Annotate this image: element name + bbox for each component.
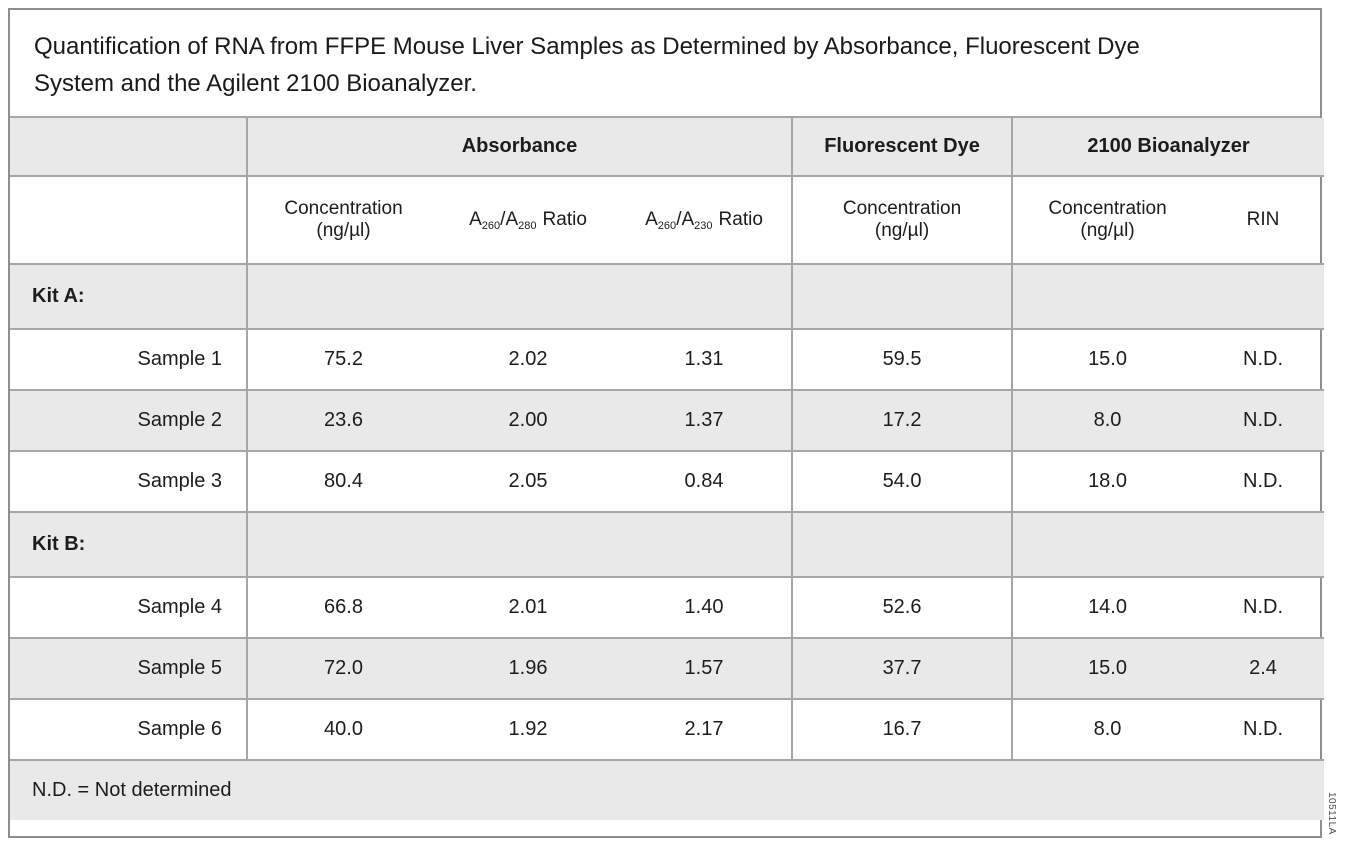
slash: / [676,209,682,230]
a-symbol: A [505,209,519,230]
column-header-a260-a230-ratio: A260/A230 Ratio [617,176,794,264]
bio-concentration-value: 8.0 [1093,718,1122,740]
bio-concentration-value: 15.0 [1088,348,1127,370]
rin-value: N.D. [1243,470,1284,492]
group-header-bioanalyzer: 2100 Bioanalyzer [1087,135,1250,157]
section-spacer [792,264,1014,329]
subscript-280: 280 [518,220,537,233]
table-row-sample-6: Sample 6 40.0 1.92 2.17 16.7 8.0 N.D. [10,699,1325,760]
row-label: Sample 5 [10,638,248,699]
a260-a280-value: 2.02 [508,348,548,370]
column-header-bio-concentration: Concentration (ng/µl) [1012,176,1202,264]
rin-value: N.D. [1243,348,1284,370]
column-header-abs-concentration: Concentration (ng/µl) [247,176,439,264]
abs-concentration-value: 72.0 [324,657,363,679]
dye-concentration-value: 54.0 [792,451,1014,512]
section-spacer [1012,264,1324,329]
a-symbol: A [681,209,695,230]
concentration-unit: (ng/µl) [874,220,930,241]
bio-concentration-value: 14.0 [1088,596,1127,618]
section-spacer [247,264,794,329]
table-title-line2: System and the Agilent 2100 Bioanalyzer. [34,70,477,97]
dye-concentration-value: 17.2 [792,390,1014,451]
table-row-sample-1: Sample 1 75.2 2.02 1.31 59.5 15.0 N.D. [10,329,1325,390]
section-row-kit-a: Kit A: [10,264,1325,329]
a260-a280-value: 1.92 [508,718,548,740]
abs-concentration-value: 40.0 [324,718,363,740]
ratio-word: Ratio [542,209,587,230]
abs-concentration-value: 80.4 [324,470,363,492]
rna-quantification-table: Absorbance Fluorescent Dye 2100 Bioanaly… [10,118,1325,820]
concentration-label: Concentration [842,198,962,219]
a260-a280-value: 2.01 [508,596,548,618]
subscript-230: 230 [694,220,713,233]
footnote-text: N.D. = Not determined [32,779,232,801]
table-row-sample-3: Sample 3 80.4 2.05 0.84 54.0 18.0 N.D. [10,451,1325,512]
ratio-word: Ratio [718,209,763,230]
abs-concentration-value: 23.6 [324,409,363,431]
a260-a280-value: 1.96 [508,657,548,679]
table-title: Quantification of RNA from FFPE Mouse Li… [10,10,1320,118]
concentration-unit: (ng/µl) [316,220,371,241]
bio-concentration-value: 8.0 [1093,409,1122,431]
dye-concentration-value: 59.5 [792,329,1014,390]
section-label: Kit A: [10,264,248,329]
a-symbol: A [645,209,658,230]
subscript-260: 260 [481,220,501,233]
row-label: Sample 3 [10,451,248,512]
row-label: Sample 4 [10,577,248,638]
group-header-fluorescent-dye: Fluorescent Dye [792,118,1014,176]
group-header-absorbance: Absorbance [247,118,794,176]
section-label: Kit B: [10,512,248,577]
a260-a230-value: 1.37 [617,390,794,451]
rin-value: N.D. [1243,596,1284,618]
table-row-sample-4: Sample 4 66.8 2.01 1.40 52.6 14.0 N.D. [10,577,1325,638]
table-row-sample-5: Sample 5 72.0 1.96 1.57 37.7 15.0 2.4 [10,638,1325,699]
row-label: Sample 1 [10,329,248,390]
footnote-row: N.D. = Not determined [10,760,1325,820]
table-row-sample-2: Sample 2 23.6 2.00 1.37 17.2 8.0 N.D. [10,390,1325,451]
bio-concentration-value: 18.0 [1088,470,1127,492]
concentration-label: Concentration [284,198,403,219]
group-header-empty [10,118,248,176]
dye-concentration-value: 37.7 [792,638,1014,699]
a260-a230-value: 1.31 [617,329,794,390]
section-spacer [792,512,1014,577]
table-figure: Quantification of RNA from FFPE Mouse Li… [8,8,1325,838]
row-label: Sample 6 [10,699,248,760]
slash: / [500,209,506,230]
row-label: Sample 2 [10,390,248,451]
concentration-label: Concentration [1048,198,1167,219]
a260-a280-value: 2.05 [508,470,548,492]
a-symbol: A [469,209,482,230]
column-header-rin: RIN [1246,209,1280,230]
a260-a280-value: 2.00 [508,409,548,431]
a260-a230-value: 0.84 [617,451,794,512]
section-spacer [247,512,794,577]
column-header-a260-a280-ratio: A260/A280 Ratio [439,176,617,264]
figure-number-label: 10511LA [1326,792,1337,835]
column-header-empty [10,176,248,264]
abs-concentration-value: 75.2 [324,348,363,370]
a260-a230-value: 1.57 [617,638,794,699]
dye-concentration-value: 16.7 [792,699,1014,760]
column-header-dye-concentration: Concentration (ng/µl) [792,176,1014,264]
dye-concentration-value: 52.6 [792,577,1014,638]
a260-a230-value: 1.40 [617,577,794,638]
section-row-kit-b: Kit B: [10,512,1325,577]
table-title-line1: Quantification of RNA from FFPE Mouse Li… [34,33,1140,60]
rin-value: N.D. [1243,718,1284,740]
a260-a230-value: 2.17 [617,699,794,760]
concentration-unit: (ng/µl) [1080,220,1135,241]
rin-value: 2.4 [1249,657,1277,679]
subscript-260: 260 [657,220,677,233]
abs-concentration-value: 66.8 [324,596,363,618]
bio-concentration-value: 15.0 [1088,657,1127,679]
column-header-row: Concentration (ng/µl) A260/A280 Ratio A26… [10,176,1325,264]
section-spacer [1012,512,1324,577]
rin-value: N.D. [1243,409,1284,431]
group-header-row: Absorbance Fluorescent Dye 2100 Bioanaly… [10,118,1325,176]
